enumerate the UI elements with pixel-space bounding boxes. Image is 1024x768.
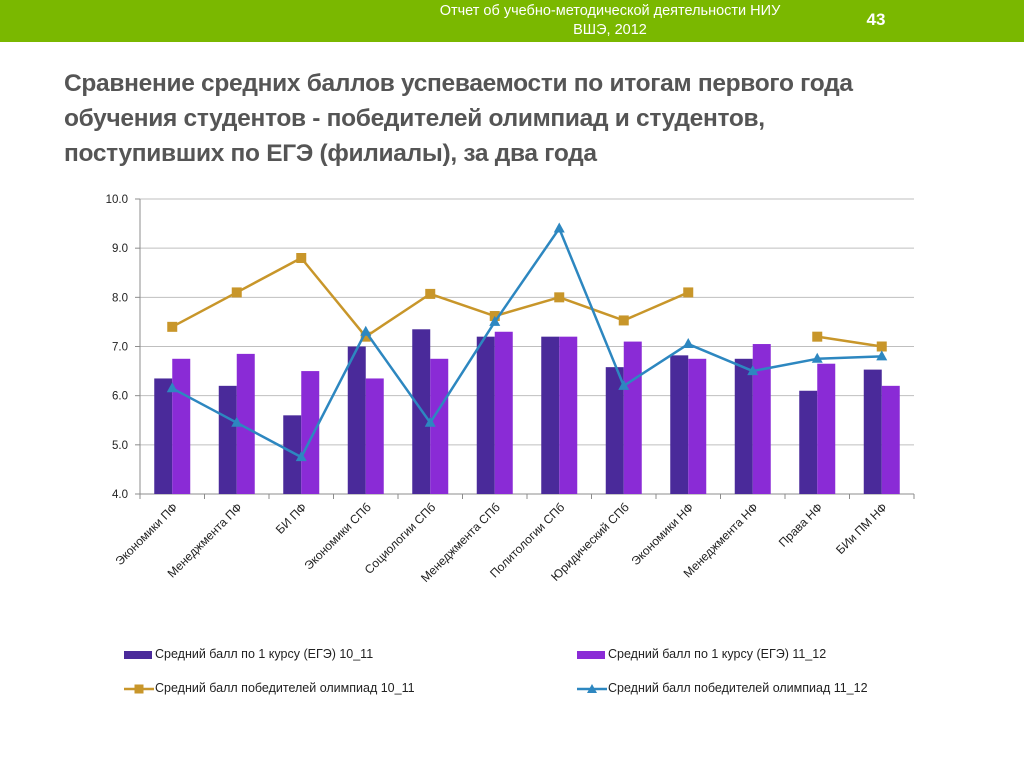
legend-label-3: Средний балл победителей олимпиад 10_11 xyxy=(155,681,415,695)
legend-label-4: Средний балл победителей олимпиад 11_12 xyxy=(608,681,868,695)
x-category-label: Экономики НФ xyxy=(628,500,696,568)
y-tick-label: 6.0 xyxy=(112,391,128,403)
bar-10-11 xyxy=(605,367,624,494)
bar-10-11 xyxy=(218,385,237,494)
x-category-label: БИ ПФ xyxy=(273,500,309,536)
bar-11-12 xyxy=(752,344,771,494)
bar-11-12 xyxy=(236,353,255,494)
legend-label-1: Средний балл по 1 курсу (ЕГЭ) 10_11 xyxy=(155,647,374,661)
point-olymp-10-11 xyxy=(812,331,823,342)
page-title: Сравнение средних баллов успеваемости по… xyxy=(64,66,964,171)
x-category-label: БИи ПМ НФ xyxy=(833,500,890,557)
line-olymp-10-11 xyxy=(817,335,882,348)
bar-10-11 xyxy=(541,336,560,494)
point-olymp-10-11 xyxy=(360,331,371,342)
bar-11-12 xyxy=(172,358,191,494)
y-tick-label: 4.0 xyxy=(112,489,128,501)
point-olymp-11-12 xyxy=(747,365,759,376)
x-category-label: Права НФ xyxy=(776,500,826,550)
page-number: 43 xyxy=(866,10,886,29)
bar-10-11 xyxy=(476,336,495,494)
point-olymp-11-12 xyxy=(489,315,501,326)
point-olymp-10-11 xyxy=(683,287,694,298)
chart-bars xyxy=(154,329,900,494)
bar-11-12 xyxy=(430,358,449,494)
bar-10-11 xyxy=(283,415,302,494)
y-tick-label: 8.0 xyxy=(112,292,128,304)
bar-10-11 xyxy=(734,358,753,494)
point-olymp-10-11 xyxy=(296,253,307,263)
point-olymp-10-11 xyxy=(618,315,629,326)
legend-swatch-bar-10-11 xyxy=(124,651,152,659)
bar-10-11 xyxy=(347,346,366,494)
point-olymp-10-11 xyxy=(167,321,178,332)
line-olymp-11-12 xyxy=(171,227,882,459)
point-olymp-11-12 xyxy=(231,416,243,427)
point-olymp-11-12 xyxy=(553,222,565,233)
bar-11-12 xyxy=(817,363,836,494)
point-olymp-11-12 xyxy=(811,352,823,363)
point-olymp-11-12 xyxy=(876,350,888,361)
title-line2: обучения студентов - победителей олимпиа… xyxy=(64,105,765,132)
bar-11-12 xyxy=(301,371,320,494)
point-olymp-10-11 xyxy=(554,292,565,303)
report-header-line1: Отчет об учебно-методической деятельност… xyxy=(439,3,781,19)
bar-11-12 xyxy=(623,341,642,494)
legend-label-2: Средний балл по 1 курсу (ЕГЭ) 11_12 xyxy=(608,647,827,661)
title-line3: поступивших по ЕГЭ (филиалы), за два год… xyxy=(64,140,597,167)
x-category-label: Экономики ПФ xyxy=(113,500,181,568)
bar-10-11 xyxy=(863,369,882,494)
point-olymp-11-12 xyxy=(682,338,694,349)
legend-swatch-olymp-11-12 xyxy=(577,684,607,693)
x-category-label: Экономики СПб xyxy=(301,500,373,572)
point-olymp-11-12 xyxy=(295,451,307,462)
point-olymp-10-11 xyxy=(876,341,887,352)
title-line1: Сравнение средних баллов успеваемости по… xyxy=(64,70,853,97)
point-olymp-10-11 xyxy=(425,288,436,299)
bar-11-12 xyxy=(881,385,900,494)
y-tick-label: 7.0 xyxy=(112,342,128,354)
bar-10-11 xyxy=(154,378,173,494)
chart-lines xyxy=(166,222,888,462)
header-bar xyxy=(0,0,1024,42)
bar-11-12 xyxy=(494,331,513,494)
chart-grid: 4.0 5.0 6.0 7.0 8.0 9.0 10.0 xyxy=(106,194,915,501)
bar-11-12 xyxy=(365,378,384,494)
bar-10-11 xyxy=(799,390,818,494)
report-header-line2: ВШЭ, 2012 xyxy=(573,22,647,38)
y-tick-label: 10.0 xyxy=(106,194,128,206)
legend-swatch-olymp-10-11 xyxy=(124,684,154,694)
y-tick-label: 5.0 xyxy=(112,440,128,452)
point-olymp-11-12 xyxy=(360,325,372,336)
bar-10-11 xyxy=(670,355,689,494)
point-olymp-11-12 xyxy=(424,416,436,427)
legend-swatch-bar-11-12 xyxy=(577,651,605,659)
point-olymp-10-11 xyxy=(231,287,242,298)
report-header: Отчет об учебно-методической деятельност… xyxy=(380,2,840,40)
point-olymp-11-12 xyxy=(618,379,630,390)
y-tick-label: 9.0 xyxy=(112,243,128,255)
point-olymp-11-12 xyxy=(166,382,178,393)
bar-11-12 xyxy=(688,358,707,494)
bar-11-12 xyxy=(559,336,578,494)
